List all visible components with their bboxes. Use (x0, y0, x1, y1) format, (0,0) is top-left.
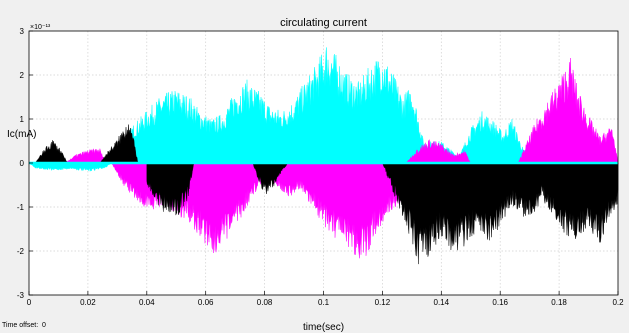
y-tick-label: -1 (17, 203, 25, 212)
y-axis-label: Ic(mA) (7, 129, 36, 140)
y-tick-label: 2 (20, 71, 25, 80)
x-axis-label: time(sec) (303, 322, 344, 333)
y-tick-label: -2 (17, 247, 25, 256)
x-tick-label: 0.1 (318, 298, 330, 307)
x-tick-label: 0.18 (551, 298, 567, 307)
x-tick-label: 0.02 (80, 298, 96, 307)
y-tick-label: 1 (20, 115, 25, 124)
x-tick-label: 0.14 (434, 298, 450, 307)
x-tick-label: 0.06 (198, 298, 214, 307)
y-tick-label: 3 (20, 27, 25, 36)
tick-labels: 0 0.02 0.04 0.06 0.08 0.1 0.12 0.14 0.16 0.18 0.2 3… (17, 27, 624, 307)
y-tick-label: 0 (20, 159, 25, 168)
time-offset-value: 0 (42, 322, 46, 329)
chart-title: circulating current (280, 17, 367, 29)
x-tick-label: 0.16 (492, 298, 508, 307)
time-offset-label: Time offset: (2, 322, 38, 329)
series-layer (28, 47, 619, 265)
x-tick-label: 0.12 (375, 298, 391, 307)
y-scale-exponent: ×10⁻¹³ (30, 24, 51, 31)
x-tick-label: 0.04 (139, 298, 155, 307)
x-tick-label: 0.2 (612, 298, 624, 307)
y-tick-label: -3 (17, 291, 25, 300)
x-tick-label: 0 (27, 298, 32, 307)
x-tick-label: 0.08 (257, 298, 273, 307)
